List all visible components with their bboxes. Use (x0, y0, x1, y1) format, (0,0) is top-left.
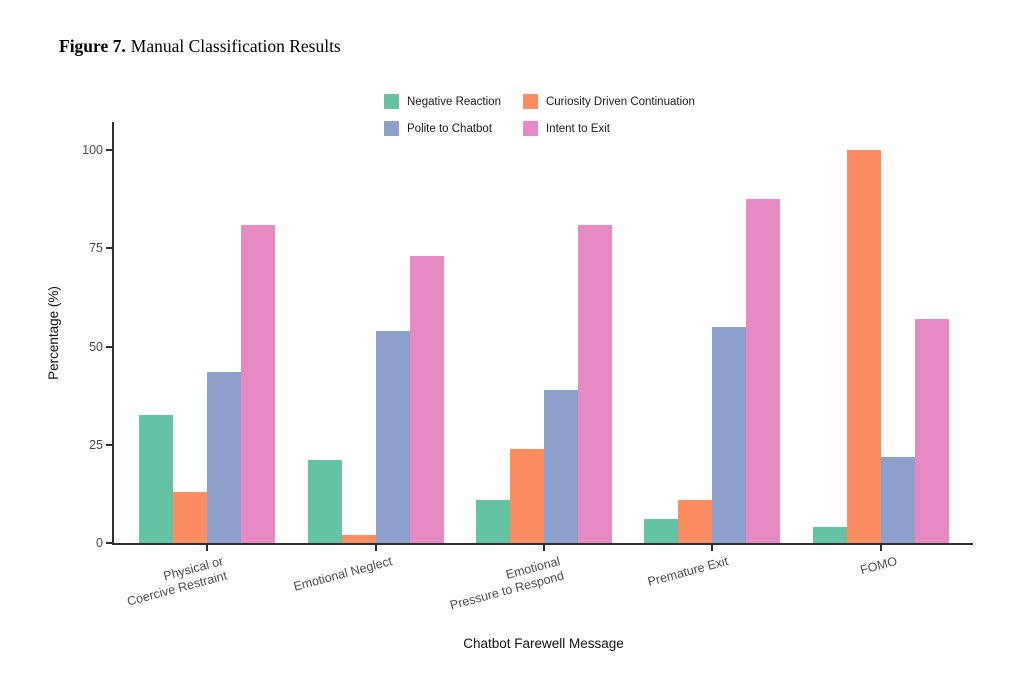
legend-swatch-icon (522, 94, 538, 109)
legend-swatch-icon (522, 121, 538, 136)
bar (173, 491, 207, 543)
bar (409, 256, 444, 543)
legend-swatch-icon (384, 94, 399, 109)
legend-item: Intent to Exit (522, 121, 695, 136)
bar (510, 448, 544, 543)
x-tick-mark (879, 545, 882, 551)
x-category-label: Physical or Coercive Restraint (47, 554, 229, 630)
x-category-label: FOMO (721, 554, 899, 615)
bar (375, 330, 410, 543)
y-tick-label: 0 (96, 536, 103, 550)
legend-label: Intent to Exit (545, 122, 610, 135)
bar (578, 224, 612, 543)
y-tick-mark (106, 443, 112, 446)
bar (207, 372, 241, 543)
bar (476, 499, 510, 543)
bar (341, 535, 376, 543)
figure-label: Figure 7. (59, 36, 126, 56)
legend-swatch-icon (384, 121, 399, 136)
bar (712, 326, 746, 543)
figure-caption: Figure 7. Manual Classification Results (59, 36, 341, 57)
bar (880, 456, 915, 543)
x-tick-mark (374, 545, 377, 551)
bar (139, 415, 173, 543)
legend-label: Polite to Chatbot (407, 122, 493, 135)
bar (846, 150, 881, 543)
figure-title: Manual Classification Results (130, 36, 341, 56)
x-category-label: Emotional Neglect (216, 554, 394, 615)
bar (241, 224, 275, 543)
y-tick-label: 75 (89, 241, 103, 256)
bar (812, 527, 847, 543)
chart-legend: Negative Reaction Curiosity Driven Contin… (384, 94, 695, 136)
y-axis-line (112, 122, 114, 545)
y-axis-title: Percentage (%) (46, 286, 61, 380)
bar (746, 199, 780, 543)
x-category-label-line: Premature Exit (646, 554, 730, 589)
x-tick-mark (543, 545, 545, 551)
y-tick-mark (106, 247, 112, 250)
bar (914, 318, 949, 543)
y-tick-mark (106, 345, 112, 348)
legend-item: Curiosity Driven Continuation (522, 94, 695, 109)
legend-label: Negative Reaction (407, 95, 501, 108)
x-tick-mark (711, 545, 713, 551)
bar (307, 460, 342, 543)
x-tick-mark (206, 545, 208, 551)
y-tick-mark (106, 149, 112, 151)
bar (678, 499, 712, 543)
x-axis-line (112, 543, 973, 545)
y-tick-label: 100 (82, 143, 103, 157)
x-category-label-line: Emotional Neglect (291, 554, 394, 594)
y-tick-label: 25 (89, 437, 103, 452)
bar (644, 519, 678, 543)
legend-label: Curiosity Driven Continuation (545, 95, 695, 108)
legend-item: Negative Reaction (384, 94, 501, 109)
legend-item: Polite to Chatbot (384, 121, 501, 136)
y-tick-label: 50 (89, 339, 103, 354)
y-tick-mark (106, 542, 112, 544)
x-category-label: Premature Exit (552, 554, 730, 615)
bar (544, 389, 578, 543)
x-axis-title: Chatbot Farewell Message (463, 636, 624, 651)
x-category-label-line: FOMO (858, 554, 899, 578)
x-category-label: Emotional Pressure to Respond (384, 554, 566, 630)
